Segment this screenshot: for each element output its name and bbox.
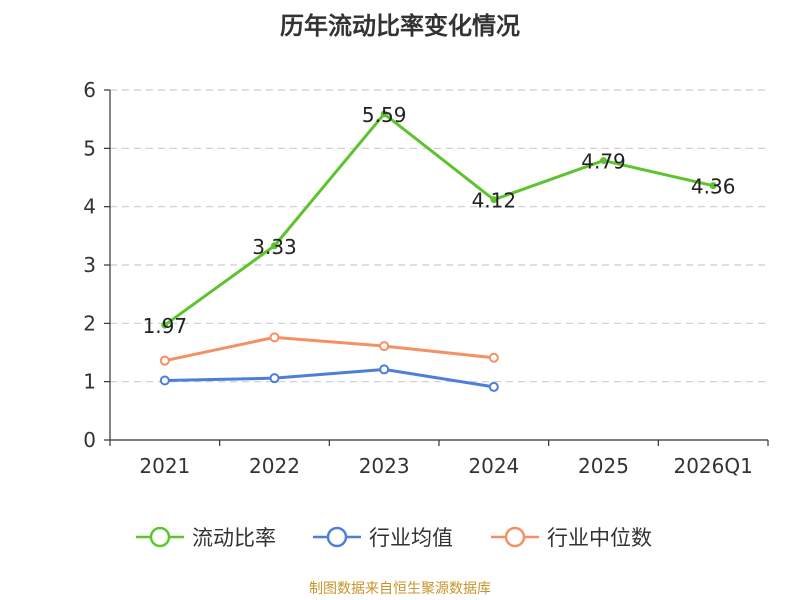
y-tick-label: 3 [83, 253, 96, 277]
data-label: 1.97 [143, 314, 188, 338]
data-label: 3.33 [252, 235, 297, 259]
data-point [161, 321, 169, 329]
legend-item[interactable]: 行业均值 [313, 526, 453, 550]
x-tick-label: 2021 [139, 454, 190, 478]
data-labels: 1.97 3.33 5.59 4.12 4.79 4.36 [143, 103, 736, 338]
data-point [269, 373, 280, 384]
data-label: 4.12 [472, 189, 517, 213]
legend: 流动比率 行业均值 行业中位数 [136, 526, 652, 550]
legend-label: 行业均值 [369, 526, 453, 550]
x-tick-label: 2022 [249, 454, 300, 478]
data-point [380, 110, 388, 118]
data-label: 4.36 [691, 175, 736, 199]
y-tick-label: 6 [83, 78, 96, 102]
data-point [488, 381, 499, 392]
y-tick-label: 2 [83, 311, 96, 335]
source-note: 制图数据来自恒生聚源数据库 [309, 581, 491, 597]
x-tick-label: 2026Q1 [673, 454, 752, 478]
series-line [164, 335, 494, 363]
axes: 0 1 2 3 4 5 6 2021 2022 2023 2024 2025 2026Q1 [83, 78, 769, 478]
data-point [269, 332, 280, 343]
x-tick-label: 2025 [578, 454, 629, 478]
y-tick-label: 1 [83, 370, 96, 394]
data-point [159, 375, 170, 386]
y-tick-label: 4 [83, 195, 96, 219]
legend-label: 行业中位数 [547, 526, 652, 550]
y-tick-label: 0 [83, 428, 96, 452]
series-lines [159, 110, 717, 392]
chart-title: 历年流动比率变化情况 [280, 12, 520, 40]
x-tick-label: 2024 [468, 454, 519, 478]
data-point [709, 182, 717, 190]
data-point [379, 364, 390, 375]
data-point [490, 196, 498, 204]
series-line [163, 112, 714, 327]
data-point [271, 242, 278, 250]
data-point [159, 355, 170, 366]
data-point [600, 157, 607, 165]
x-tick-label: 2023 [359, 454, 410, 478]
legend-marker [504, 526, 526, 548]
data-point [379, 341, 390, 352]
legend-item[interactable]: 行业中位数 [491, 526, 652, 550]
legend-marker [326, 526, 348, 548]
legend-marker [149, 526, 171, 548]
series-line [164, 367, 495, 389]
legend-item[interactable]: 流动比率 [136, 526, 276, 550]
legend-label: 流动比率 [192, 526, 276, 550]
grid-lines [110, 89, 768, 383]
data-label: 5.59 [362, 103, 407, 127]
data-point [488, 352, 499, 363]
data-label: 4.79 [581, 150, 626, 174]
y-tick-label: 5 [83, 136, 96, 160]
